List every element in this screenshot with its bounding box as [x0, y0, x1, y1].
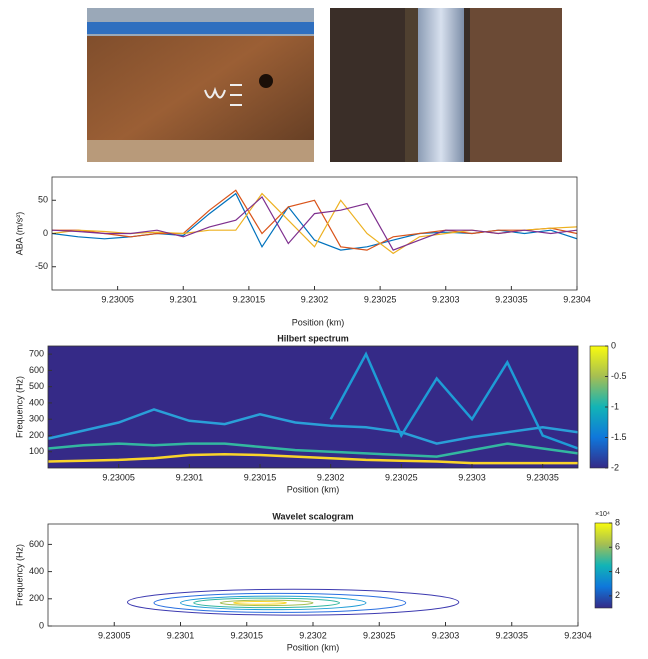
x-tick-label: 9.23035 [495, 630, 528, 640]
ridge [48, 442, 578, 458]
y-tick-label: 200 [29, 430, 44, 440]
x-tick-label: 9.23005 [102, 472, 135, 482]
contour [127, 588, 460, 616]
chart-title: Wavelet scalogram [272, 511, 353, 521]
y-axis-label: Frequency (Hz) [14, 376, 24, 438]
colorbar-tick-label: 6 [615, 542, 620, 552]
x-axis-label: Position (km) [292, 317, 345, 327]
axes-box [47, 523, 579, 627]
colorbar-tick-label: 8 [615, 517, 620, 527]
colorbar-tick-label: -1 [611, 401, 619, 411]
line [52, 189, 577, 251]
y-tick-label: -50 [35, 261, 48, 271]
contour [153, 592, 407, 613]
x-tick-label: 9.23015 [244, 472, 277, 482]
colorbar-tick-label: -0.5 [611, 371, 627, 381]
plot-area [127, 588, 460, 616]
x-tick-label: 9.2303 [458, 472, 486, 482]
contour [219, 599, 314, 607]
x-tick-label: 9.23015 [230, 630, 263, 640]
photo-left [87, 8, 314, 162]
y-tick-label: 300 [29, 414, 44, 424]
x-tick-label: 9.23005 [101, 294, 134, 304]
ridge [48, 452, 578, 465]
y-tick-label: 50 [38, 195, 48, 205]
y-tick-label: 400 [29, 566, 44, 576]
y-tick-label: 0 [39, 620, 44, 630]
y-tick-label: 500 [29, 381, 44, 391]
ridge [48, 408, 578, 445]
line [52, 192, 577, 251]
x-tick-label: 9.2304 [564, 630, 592, 640]
x-tick-label: 9.2302 [299, 630, 327, 640]
x-tick-label: 9.23025 [363, 630, 396, 640]
x-tick-label: 9.2304 [563, 294, 591, 304]
line [52, 192, 577, 255]
x-tick-label: 9.2303 [432, 630, 460, 640]
y-tick-label: 700 [29, 349, 44, 359]
y-tick-label: 600 [29, 365, 44, 375]
x-tick-label: 9.23035 [495, 294, 528, 304]
y-tick-label: 600 [29, 539, 44, 549]
line [52, 195, 577, 251]
x-tick-label: 9.2301 [169, 294, 197, 304]
x-tick-label: 9.23025 [364, 294, 397, 304]
x-axis-label: Position (km) [287, 642, 340, 652]
colorbar-tick-label: 2 [615, 590, 620, 600]
y-axis-label: Frequency (Hz) [14, 544, 24, 606]
y-tick-label: 400 [29, 397, 44, 407]
chart-title: Hilbert spectrum [277, 333, 349, 343]
colorbar-tick-label: -2 [611, 462, 619, 472]
contour [193, 597, 340, 609]
x-tick-label: 9.23005 [98, 630, 131, 640]
x-tick-label: 9.2303 [432, 294, 460, 304]
colorbar-tick-label: 4 [615, 566, 620, 576]
x-tick-label: 9.2301 [167, 630, 195, 640]
plot-area [52, 189, 577, 255]
x-tick-label: 9.23035 [526, 472, 559, 482]
y-tick-label: 100 [29, 446, 44, 456]
colorbar-tick-label: 0 [611, 340, 616, 350]
colorbar-tick-label: -1.5 [611, 432, 627, 442]
colorbar [594, 522, 613, 609]
photo-right [330, 8, 562, 162]
plot-area [48, 346, 578, 468]
y-tick-label: 0 [43, 228, 48, 238]
x-axis-label: Position (km) [287, 484, 340, 494]
contour [180, 595, 367, 611]
y-tick-label: 200 [29, 593, 44, 603]
axes-box [47, 345, 579, 469]
y-axis-label: ABA (m/s²) [14, 212, 24, 256]
ridge [329, 351, 578, 450]
x-tick-label: 9.23015 [233, 294, 266, 304]
x-tick-label: 9.2302 [301, 294, 329, 304]
contour [233, 601, 287, 605]
x-tick-label: 9.2302 [317, 472, 345, 482]
x-tick-label: 9.2301 [176, 472, 204, 482]
x-tick-label: 9.23025 [385, 472, 418, 482]
colorbar-multiplier: ×10⁴ [595, 511, 610, 518]
